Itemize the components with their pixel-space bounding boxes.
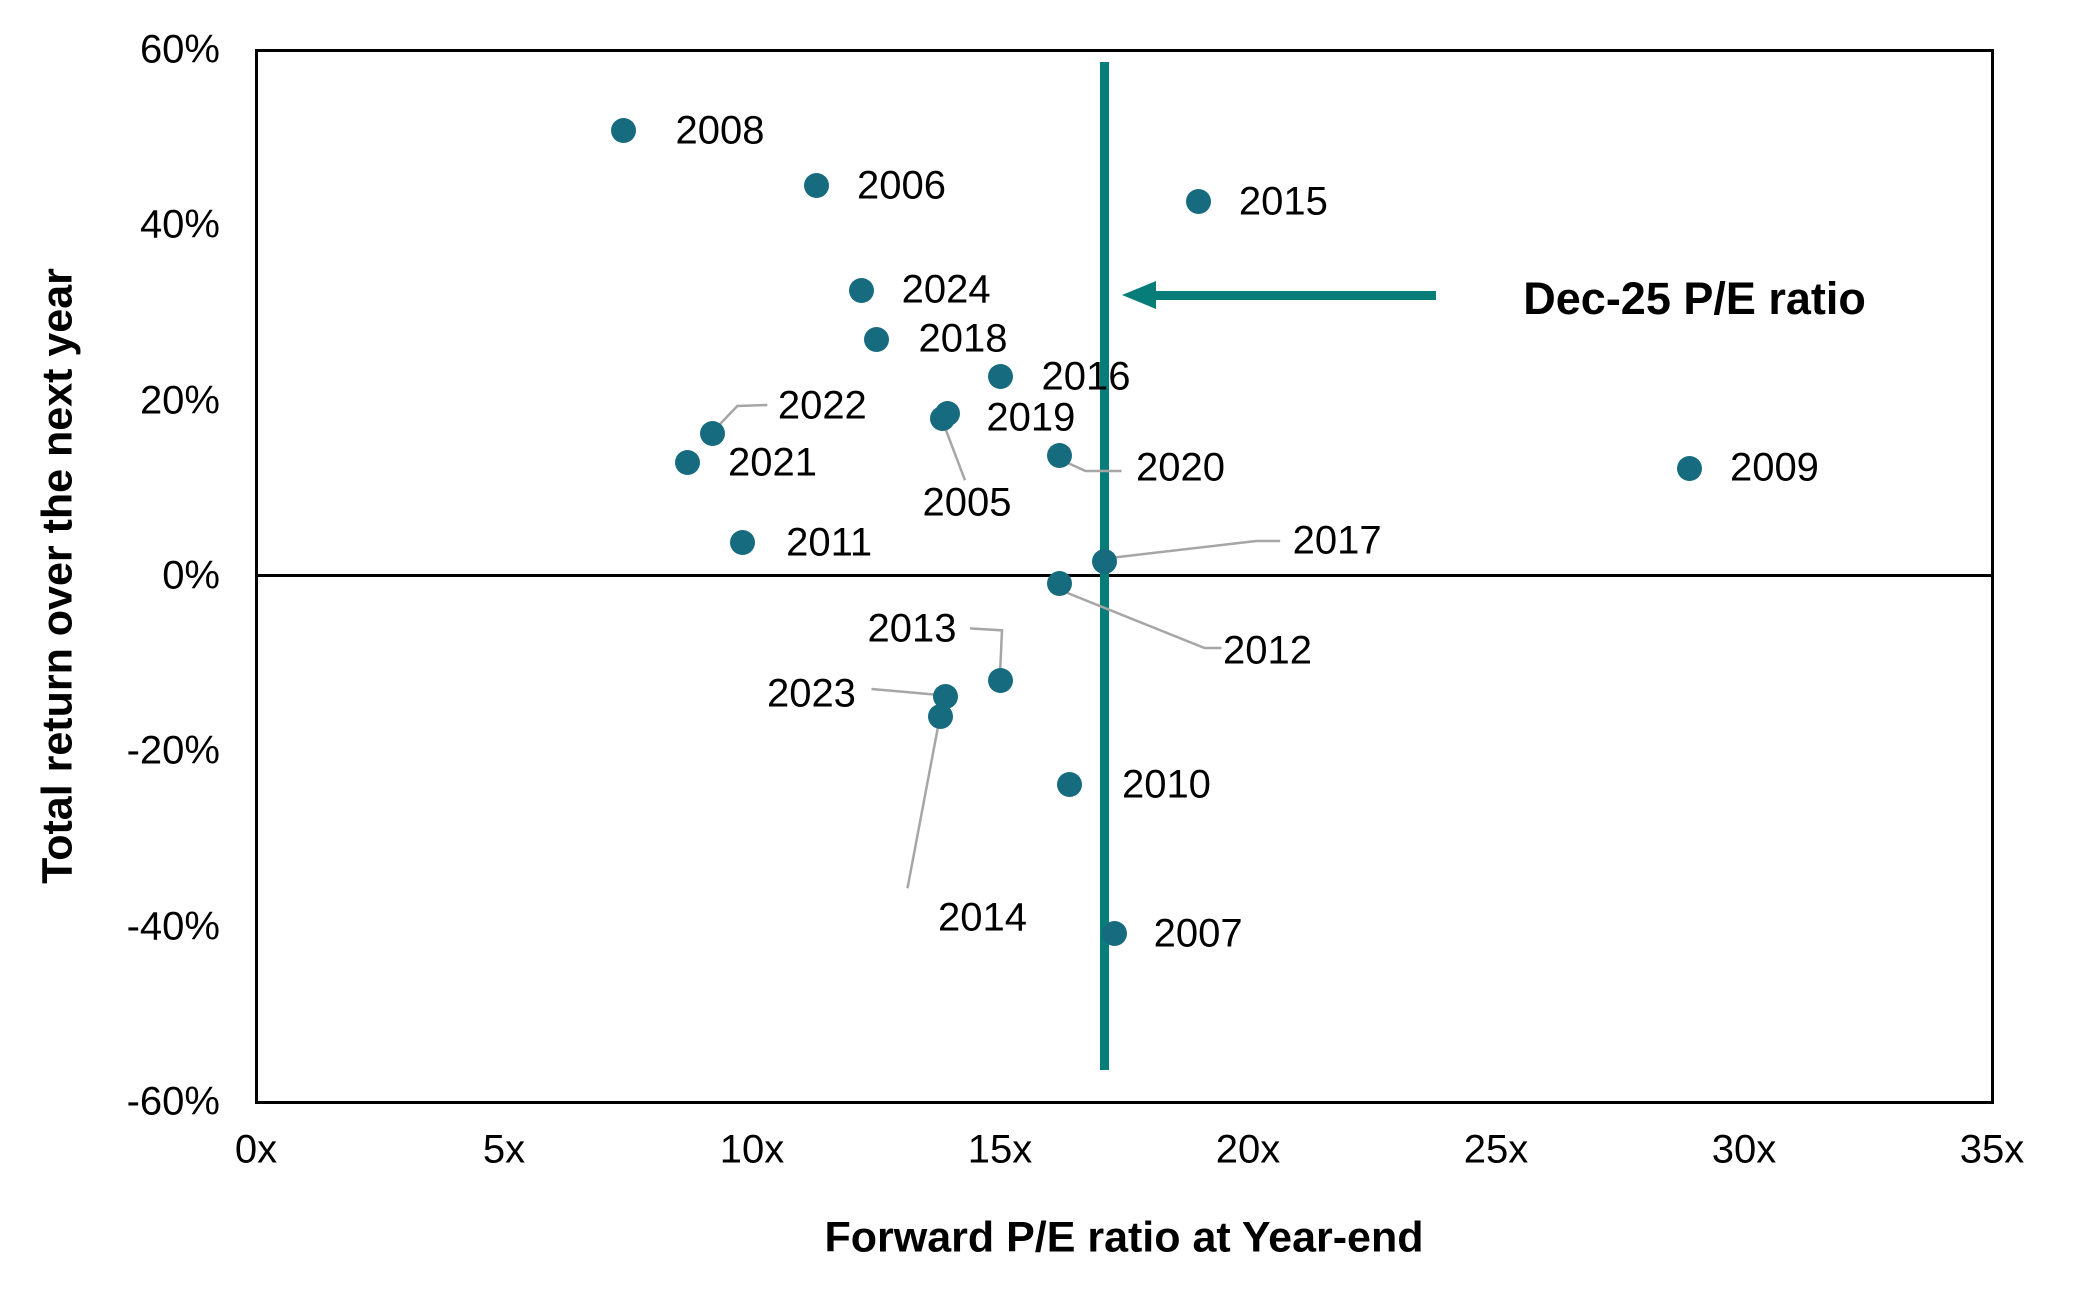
data-point-2006	[803, 173, 829, 199]
data-point-2008	[610, 118, 636, 144]
x-tick-0x: 0x	[234, 1127, 278, 1172]
reference-line-label: Dec-25 P/E ratio	[1523, 272, 1866, 324]
data-point-2021	[675, 450, 701, 476]
x-tick-35x: 35x	[1959, 1127, 2025, 1172]
data-point-2012	[1047, 570, 1073, 596]
point-label-2014: 2014	[937, 895, 1027, 940]
x-tick-15x: 15x	[967, 1127, 1033, 1172]
data-point-2007	[1101, 921, 1127, 947]
arrow-left-icon	[1121, 281, 1156, 310]
point-label-2023: 2023	[766, 671, 856, 716]
y-tick-0%: 0%	[162, 553, 220, 598]
point-label-2017: 2017	[1292, 518, 1382, 563]
y-axis-title: Total return over the next year	[33, 268, 82, 884]
point-label-2020: 2020	[1136, 445, 1226, 490]
x-tick-10x: 10x	[719, 1127, 785, 1172]
point-label-2018: 2018	[918, 316, 1008, 361]
point-label-2022: 2022	[777, 383, 867, 428]
point-label-2006: 2006	[856, 163, 946, 208]
point-label-2009: 2009	[1729, 445, 1819, 490]
data-point-2022	[699, 421, 725, 447]
y-tick-60%: 60%	[139, 27, 220, 72]
y-tick-40%: 40%	[139, 202, 220, 247]
point-label-2008: 2008	[675, 108, 765, 153]
x-tick-20x: 20x	[1215, 1127, 1281, 1172]
data-point-2024	[848, 277, 874, 303]
arrow-shaft	[1153, 290, 1437, 300]
zero-baseline	[256, 574, 1992, 577]
data-point-2009	[1676, 455, 1702, 481]
x-tick-25x: 25x	[1463, 1127, 1529, 1172]
data-point-2018	[863, 326, 889, 352]
point-label-2010: 2010	[1121, 762, 1211, 807]
data-point-2017	[1091, 549, 1117, 575]
point-label-2007: 2007	[1153, 911, 1243, 956]
point-label-2013: 2013	[867, 606, 957, 651]
point-label-2016: 2016	[1041, 354, 1131, 399]
y-tick-20%: 20%	[139, 378, 220, 423]
data-point-2013	[987, 667, 1013, 693]
x-tick-5x: 5x	[482, 1127, 526, 1172]
data-point-2011	[729, 530, 755, 556]
data-point-2010	[1056, 772, 1082, 798]
x-tick-30x: 30x	[1711, 1127, 1777, 1172]
point-label-2012: 2012	[1223, 628, 1313, 673]
data-point-2019	[935, 401, 961, 427]
y-tick--20%: -20%	[126, 728, 220, 773]
point-label-2024: 2024	[901, 267, 991, 312]
data-point-2014	[927, 703, 953, 729]
y-tick--40%: -40%	[126, 904, 220, 949]
data-point-2015	[1185, 189, 1211, 215]
x-axis-title: Forward P/E ratio at Year-end	[824, 1213, 1424, 1262]
point-label-2015: 2015	[1238, 179, 1328, 224]
point-label-2005: 2005	[922, 480, 1012, 525]
data-point-2020	[1047, 442, 1073, 468]
data-point-2016	[987, 364, 1013, 390]
point-label-2011: 2011	[786, 520, 873, 565]
y-tick--60%: -60%	[126, 1079, 220, 1124]
point-label-2021: 2021	[728, 440, 818, 485]
point-label-2019: 2019	[986, 395, 1076, 440]
